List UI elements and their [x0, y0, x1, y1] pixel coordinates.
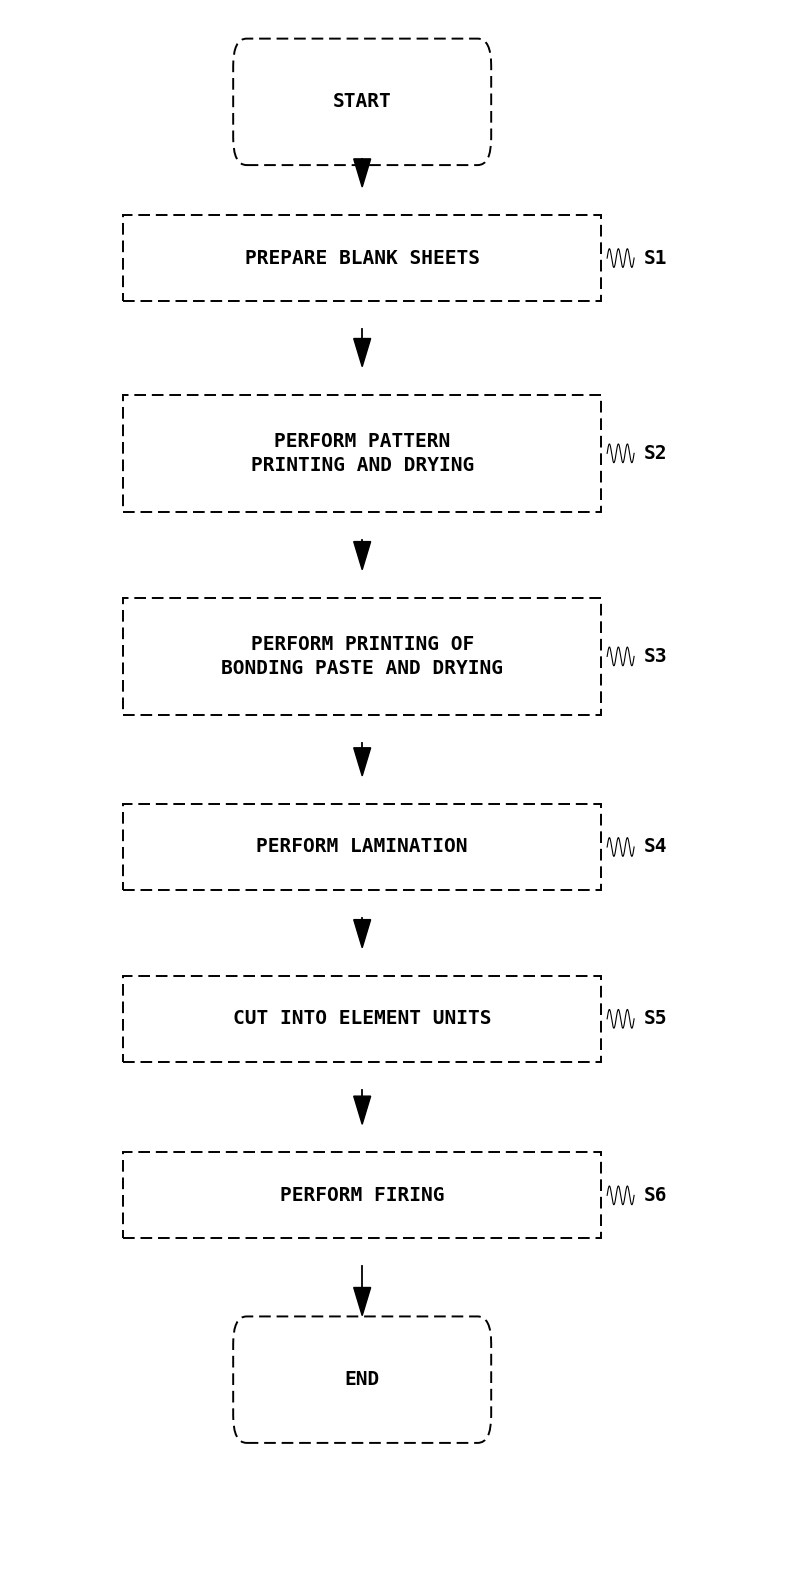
- Text: START: START: [332, 92, 391, 112]
- Polygon shape: [354, 542, 371, 569]
- Polygon shape: [354, 159, 371, 186]
- Polygon shape: [354, 748, 371, 776]
- Text: PERFORM FIRING: PERFORM FIRING: [280, 1186, 444, 1205]
- Text: S2: S2: [644, 443, 667, 462]
- Bar: [123, 215, 601, 301]
- FancyBboxPatch shape: [233, 1317, 491, 1443]
- Polygon shape: [354, 1288, 371, 1315]
- Bar: [123, 1152, 601, 1239]
- Polygon shape: [354, 920, 371, 948]
- Polygon shape: [354, 338, 371, 367]
- Bar: [123, 803, 601, 889]
- Text: S1: S1: [644, 249, 667, 268]
- Bar: [123, 598, 601, 716]
- Text: PREPARE BLANK SHEETS: PREPARE BLANK SHEETS: [244, 249, 479, 268]
- Bar: [123, 976, 601, 1062]
- Text: PERFORM PATTERN
PRINTING AND DRYING: PERFORM PATTERN PRINTING AND DRYING: [251, 432, 474, 475]
- Bar: [123, 395, 601, 512]
- FancyBboxPatch shape: [233, 38, 491, 166]
- Text: S5: S5: [644, 1009, 667, 1028]
- Text: CUT INTO ELEMENT UNITS: CUT INTO ELEMENT UNITS: [233, 1009, 491, 1028]
- Text: S4: S4: [644, 837, 667, 856]
- Polygon shape: [354, 1097, 371, 1124]
- Text: END: END: [344, 1371, 380, 1388]
- Text: PERFORM PRINTING OF
BONDING PASTE AND DRYING: PERFORM PRINTING OF BONDING PASTE AND DR…: [221, 634, 503, 677]
- Text: PERFORM LAMINATION: PERFORM LAMINATION: [256, 837, 468, 856]
- Text: S6: S6: [644, 1186, 667, 1205]
- Text: S3: S3: [644, 647, 667, 666]
